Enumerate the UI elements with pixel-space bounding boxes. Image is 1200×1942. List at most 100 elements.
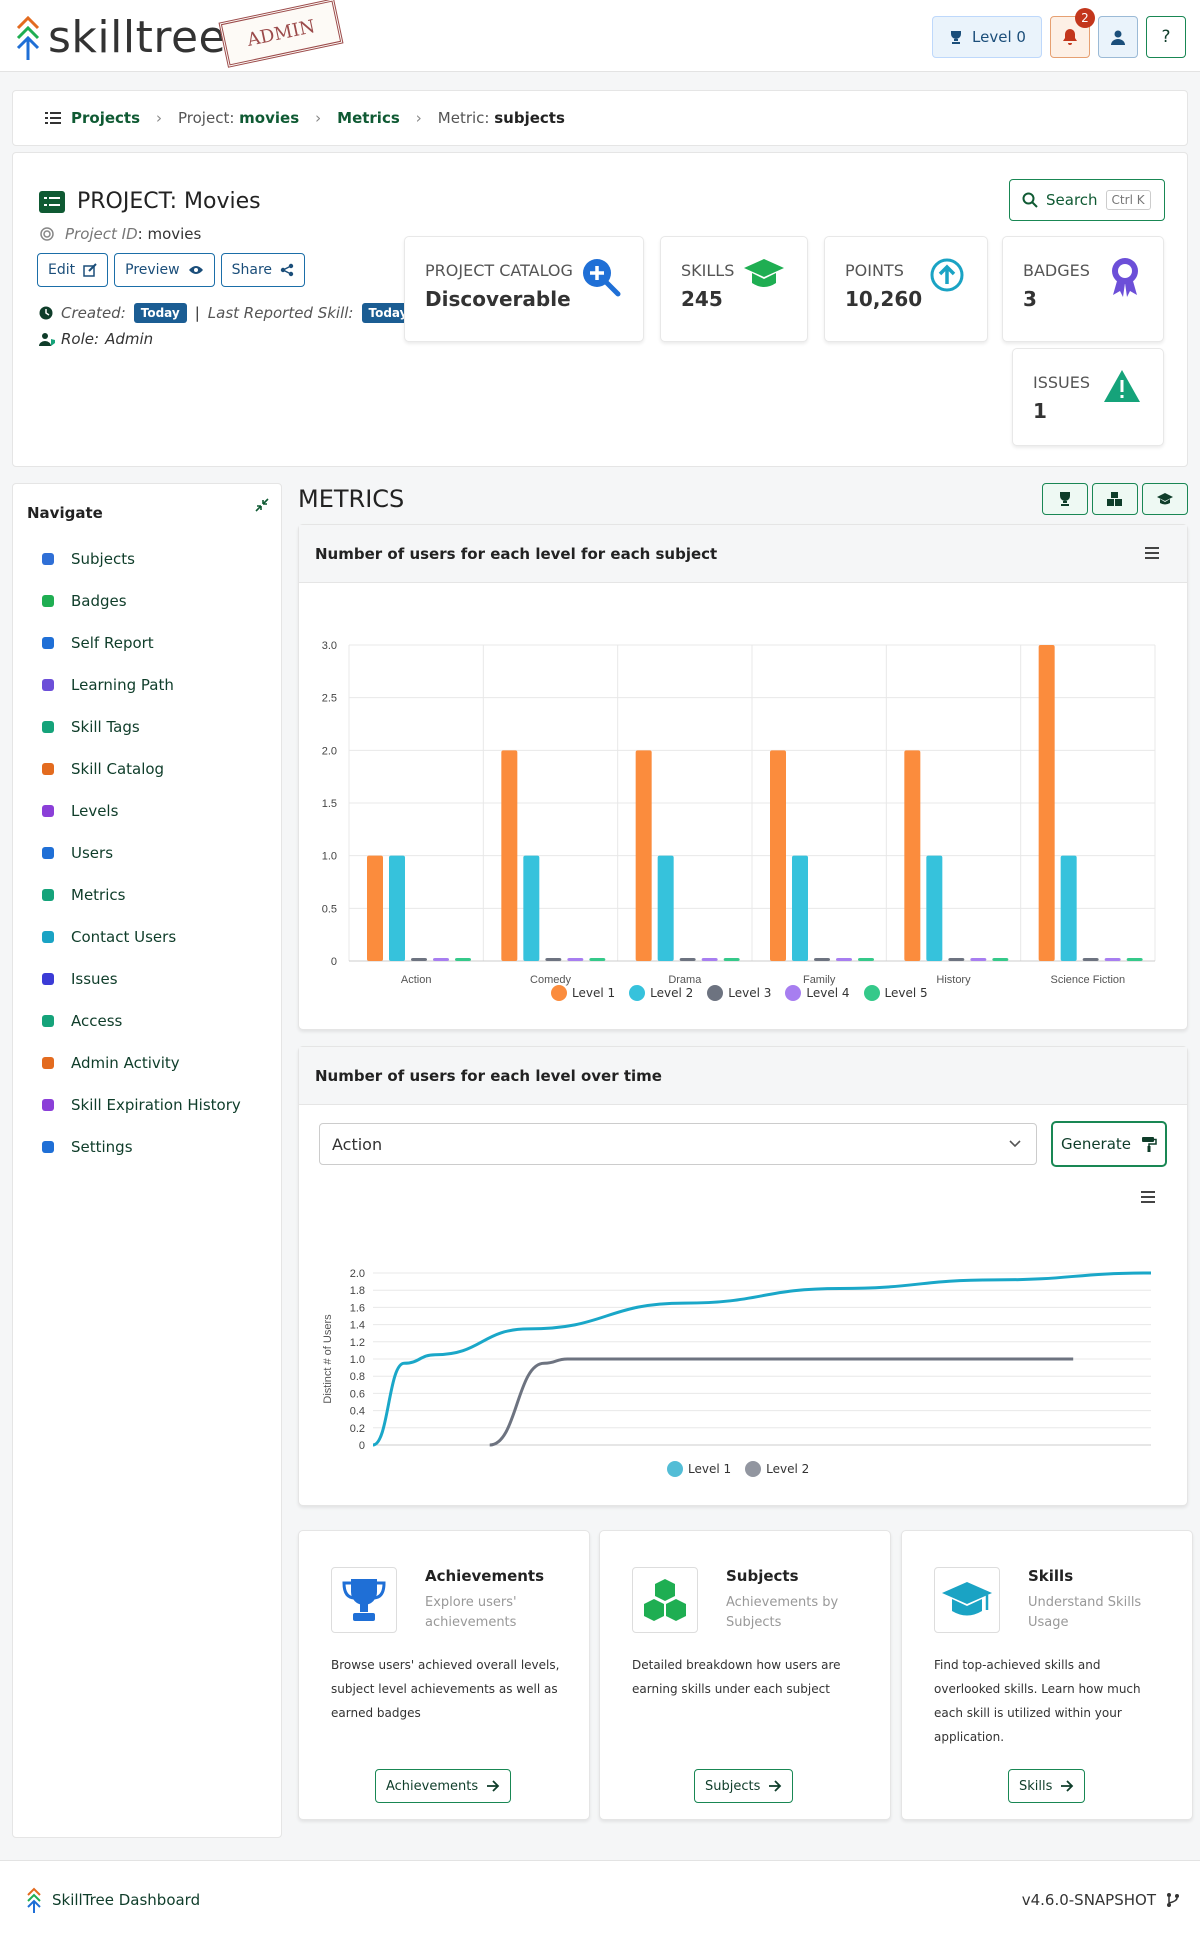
bar <box>701 958 718 961</box>
sidebar-item-metrics[interactable]: Metrics <box>39 874 241 916</box>
sidebar-item-skill-expiration-history[interactable]: Skill Expiration History <box>39 1084 241 1126</box>
legend-swatch <box>667 1461 683 1477</box>
sidebar-item-contact-users[interactable]: Contact Users <box>39 916 241 958</box>
collapse-icon[interactable] <box>255 498 269 512</box>
legend-item[interactable]: Level 4 <box>785 985 850 1001</box>
y-tick-label: 0.2 <box>350 1423 365 1435</box>
help-button[interactable]: ? <box>1146 16 1186 58</box>
eye-icon <box>188 266 203 274</box>
bar <box>635 750 652 961</box>
sidebar-item-skill-tags[interactable]: Skill Tags <box>39 706 241 748</box>
skilltree-logo[interactable]: skilltree <box>14 14 226 62</box>
legend-item[interactable]: Level 5 <box>863 985 928 1001</box>
sidebar-item-badges[interactable]: Badges <box>39 580 241 622</box>
breadcrumb-projects-link[interactable]: Projects <box>71 109 141 127</box>
feature-button-label: Skills <box>1019 1778 1053 1794</box>
stat-card-points: POINTS 10,260 <box>824 236 988 342</box>
share-label: Share <box>231 262 273 278</box>
y-tick-label: 2.5 <box>322 693 337 705</box>
sidebar-item-label: Access <box>71 1012 123 1030</box>
generate-label: Generate <box>1060 1135 1132 1153</box>
share-button[interactable]: Share <box>220 253 306 287</box>
level-button[interactable]: Level 0 <box>932 16 1042 58</box>
trophy-icon <box>1060 492 1070 506</box>
award-icon <box>1112 258 1138 297</box>
breadcrumb-current: Metric: subjects <box>438 109 565 127</box>
x-tick-label: History <box>936 974 971 986</box>
generate-button[interactable]: Generate <box>1051 1121 1167 1167</box>
award-icon <box>39 592 57 610</box>
y-tick-label: 0.6 <box>350 1388 365 1400</box>
footer-brand-link[interactable]: SkillTree Dashboard <box>26 1887 200 1913</box>
search-icon <box>1022 192 1038 208</box>
achievements-tab[interactable] <box>1042 483 1088 515</box>
y-tick-label: 2.0 <box>350 1268 365 1280</box>
legend-swatch <box>551 985 567 1001</box>
legend-item[interactable]: Level 2 <box>745 1461 809 1477</box>
project-dates-row: Created: Today | Last Reported Skill: To… <box>39 303 415 323</box>
y-tick-label: 1.4 <box>350 1320 365 1332</box>
stat-label: PROJECT CATALOG <box>425 261 573 280</box>
sidebar-item-learning-path[interactable]: Learning Path <box>39 664 241 706</box>
time-chart-title: Number of users for each level over time <box>315 1066 662 1085</box>
footer: SkillTree Dashboard v4.6.0-SNAPSHOT <box>0 1860 1200 1942</box>
x-tick-label: Action <box>401 974 432 986</box>
skills-tab[interactable] <box>1142 483 1188 515</box>
breadcrumb-project-link[interactable]: Project: movies <box>178 109 299 127</box>
stat-label: BADGES <box>1023 261 1090 280</box>
series-line <box>489 1357 1074 1447</box>
role-row: Role: Admin <box>39 330 153 348</box>
nav-heading: Navigate <box>27 504 103 522</box>
notifications-button[interactable]: 2 <box>1050 8 1095 58</box>
sidebar-item-settings[interactable]: Settings <box>39 1126 241 1168</box>
preview-button[interactable]: Preview <box>114 253 215 287</box>
sidebar-item-users[interactable]: Users <box>39 832 241 874</box>
clock-icon <box>39 1096 57 1114</box>
top-bar: skilltree ADMIN Level 0 2 ? <box>0 0 1200 72</box>
sidebar-item-skill-catalog[interactable]: Skill Catalog <box>39 748 241 790</box>
search-plus-icon <box>583 259 621 297</box>
sidebar-item-subjects[interactable]: Subjects <box>39 538 241 580</box>
level-chart-title: Number of users for each level for each … <box>315 544 718 563</box>
achievements-button[interactable]: Achievements <box>375 1769 512 1803</box>
bar <box>723 958 740 961</box>
breadcrumb-metrics-link[interactable]: Metrics <box>337 109 400 127</box>
bar <box>904 750 921 961</box>
search-button[interactable]: Search Ctrl K <box>1009 179 1165 221</box>
sidebar-item-admin-activity[interactable]: Admin Activity <box>39 1042 241 1084</box>
feature-description: Find top-achieved skills and overlooked … <box>934 1658 1141 1744</box>
metrics-title: METRICS <box>298 485 405 513</box>
user-menu-button[interactable] <box>1098 16 1138 58</box>
legend-label: Level 5 <box>884 986 928 1000</box>
legend-item[interactable]: Level 1 <box>667 1461 731 1477</box>
chevron-right-icon: › <box>315 109 322 127</box>
chart-menu-icon[interactable] <box>1145 547 1159 562</box>
logo-text: skilltree <box>48 12 227 63</box>
stat-card-issues: ISSUES 1 <box>1012 348 1164 446</box>
sidebar-item-levels[interactable]: Levels <box>39 790 241 832</box>
legend-item[interactable]: Level 1 <box>551 985 615 1001</box>
feature-subtitle: Explore users' achievements <box>425 1595 517 1630</box>
bar <box>389 855 405 961</box>
sidebar-item-self-report[interactable]: Self Report <box>39 622 241 664</box>
sidebar-item-issues[interactable]: Issues <box>39 958 241 1000</box>
book-icon <box>39 760 57 778</box>
admin-stamp: ADMIN <box>218 0 344 68</box>
edit-button[interactable]: Edit <box>37 253 109 287</box>
paint-roller-icon <box>1142 1137 1157 1152</box>
cubes-icon <box>1107 492 1122 506</box>
subject-select[interactable]: Action <box>319 1123 1037 1165</box>
sidebar-item-access[interactable]: Access <box>39 1000 241 1042</box>
subjects-button[interactable]: Subjects <box>694 1769 794 1803</box>
subjects-tab[interactable] <box>1092 483 1138 515</box>
skills-button[interactable]: Skills <box>1008 1769 1086 1803</box>
trophy-icon <box>342 1579 386 1621</box>
code-branch-icon <box>1167 1893 1179 1907</box>
level-by-subject-card: Number of users for each level for each … <box>298 524 1188 1030</box>
bar <box>589 958 606 961</box>
legend-item[interactable]: Level 2 <box>629 985 693 1001</box>
chart-menu-icon[interactable] <box>1141 1191 1155 1206</box>
legend-item[interactable]: Level 3 <box>707 985 771 1001</box>
feature-button-label: Achievements <box>386 1778 479 1794</box>
sidebar-item-label: Contact Users <box>71 928 177 946</box>
